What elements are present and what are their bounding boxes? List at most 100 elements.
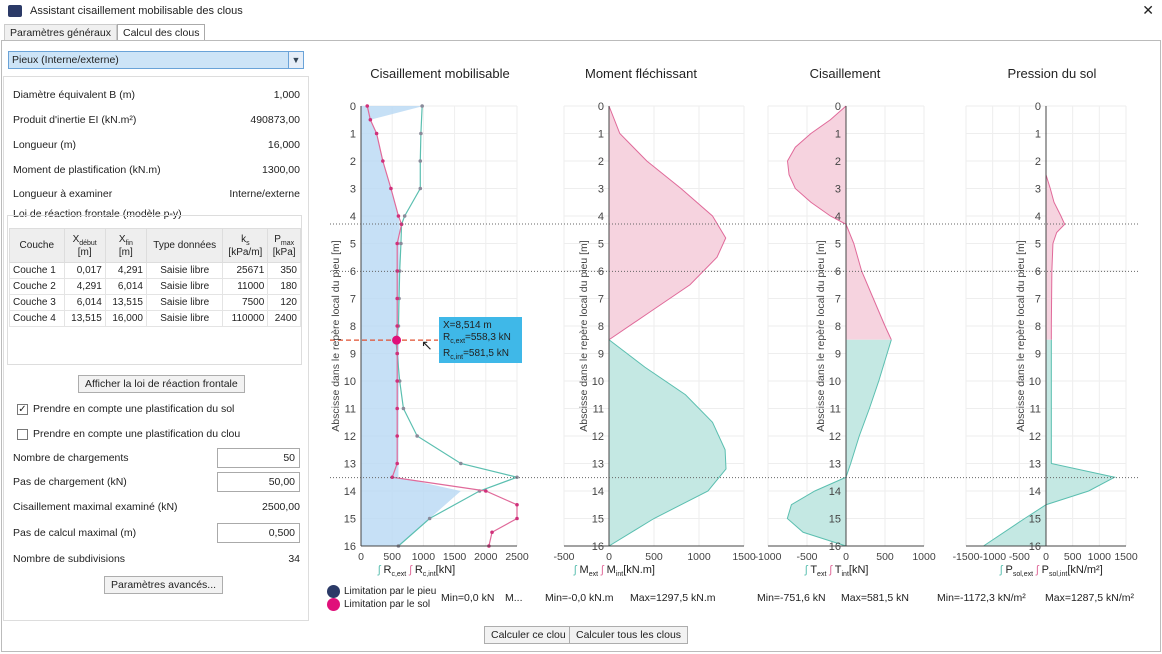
area-Mext (609, 339, 726, 546)
area-Mint (609, 106, 726, 340)
chevron-down-icon[interactable]: ▼ (288, 52, 303, 68)
col-type: Type données (145, 228, 224, 263)
nail-plastification-checkbox[interactable]: Prendre en compte une plastification du … (17, 428, 240, 440)
y-tick-label: 12 (1029, 431, 1041, 443)
advanced-params-button[interactable]: Paramètres avancés... (104, 576, 224, 594)
table-row[interactable]: Couche 4 13,515 16,000 Saisie libre 110000 24… (9, 310, 301, 327)
field-label: Nombre de chargements (13, 452, 129, 464)
data-point (515, 516, 519, 521)
y-tick-label: 6 (350, 266, 356, 278)
y-tick-label: 11 (345, 404, 356, 416)
checkbox-label: Prendre en compte une plastification du … (33, 403, 235, 415)
y-tick-label: 8 (835, 321, 841, 333)
field-input[interactable]: 0,500 (217, 523, 300, 543)
legend-soil-limit: Limitation par le sol (327, 598, 430, 611)
y-tick-label: 3 (835, 184, 841, 196)
tab-calcul-des-clous[interactable]: Calcul des clous (116, 24, 206, 41)
max-value: M... (505, 592, 523, 604)
x-tick-label: 2000 (474, 551, 498, 563)
table-cell[interactable]: Couche 4 (9, 310, 65, 327)
min-value: Min=-751,6 kN (757, 592, 826, 604)
data-point (484, 489, 488, 493)
data-point (397, 379, 402, 383)
x-tick-label: 0 (358, 551, 364, 563)
tab-parametres-generaux[interactable]: Paramètres généraux (4, 24, 117, 41)
close-icon[interactable]: ✕ (1142, 2, 1154, 18)
col-xfin: Xfin [m] (104, 228, 147, 263)
x-tick-label: 0 (843, 551, 849, 563)
data-point (368, 117, 373, 122)
y-tick-label: 11 (1030, 404, 1041, 416)
area-Tint (787, 106, 892, 340)
table-cell[interactable]: 2400 (267, 310, 301, 327)
calculate-all-nails-button[interactable]: Calculer tous les clous (569, 626, 689, 644)
calculate-nail-button[interactable]: Calculer ce clou (484, 626, 573, 644)
y-tick-label: 12 (344, 431, 356, 443)
max-value: Max=581,5 kN (841, 592, 909, 604)
x-tick-label: 500 (645, 551, 663, 563)
field-value: 34 (288, 553, 300, 565)
y-tick-label: 6 (835, 266, 841, 278)
data-point (395, 434, 399, 438)
cursor-icon: ↖ (421, 337, 433, 353)
type-dropdown[interactable]: Pieux (Interne/externe) ▼ (8, 51, 304, 69)
x-tick-label: -1000 (979, 551, 1006, 563)
window-title: Assistant cisaillement mobilisable des c… (30, 5, 243, 17)
x-tick-label: 2500 (505, 551, 529, 563)
soil-plastification-checkbox[interactable]: ✓ Prendre en compte une plastification du… (17, 403, 234, 415)
y-tick-label: 0 (350, 101, 356, 113)
x-tick-label: 1000 (1088, 551, 1112, 563)
data-point (459, 461, 463, 466)
field-input[interactable]: 50,00 (217, 472, 300, 492)
checkbox-checked[interactable]: ✓ (17, 403, 28, 415)
series-ext-icon: ʃ (805, 564, 808, 576)
y-tick-label: 0 (835, 101, 841, 113)
x-tick-label: 1500 (1114, 551, 1138, 563)
y-tick-label: 15 (1029, 514, 1041, 526)
y-tick-label: 8 (350, 321, 356, 333)
table-row[interactable]: Couche 2 4,291 6,014 Saisie libre 11000 180 (9, 278, 301, 295)
selected-point[interactable] (392, 335, 402, 345)
chart-title: Moment fléchissant (585, 66, 697, 81)
chart-legend[interactable]: ʃ Rc,ext ʃ Rc,int[kN] (378, 564, 456, 579)
y-tick-label: 9 (1035, 349, 1041, 361)
y-tick-label: 16 (344, 541, 356, 553)
y-tick-label: 0 (598, 101, 604, 113)
field-label-row: Pas de calcul maximal (m) (13, 527, 300, 539)
x-tick-label: -500 (796, 551, 817, 563)
col-xdebut: Xdébut [m] (63, 228, 106, 263)
data-point (395, 461, 399, 466)
table-cell[interactable]: 110000 (222, 310, 269, 327)
min-value: Min=-0,0 kN.m (545, 592, 614, 604)
data-point (415, 434, 419, 438)
chart-legend[interactable]: ʃ Text ʃ Tint[kN] (805, 564, 869, 579)
series-line-Mext (608, 339, 727, 547)
param-row: Diamètre équivalent B (m) 1,000 (13, 89, 300, 101)
y-tick-label: 5 (835, 239, 841, 251)
y-tick-label: 2 (1035, 156, 1041, 168)
table-cell[interactable]: 350 (267, 262, 301, 279)
data-point (395, 269, 399, 273)
y-tick-label: 1 (598, 129, 604, 141)
field-label: Nombre de subdivisions (13, 553, 126, 565)
y-tick-label: 7 (598, 294, 604, 306)
y-axis-label: Abscisse dans le repère local du pieu [m… (1015, 240, 1027, 432)
field-input[interactable]: 50 (217, 448, 300, 468)
field-label-row: Pas de chargement (kN) (13, 476, 300, 488)
y-tick-label: 1 (835, 129, 841, 141)
table-row[interactable]: Couche 1 0,017 4,291 Saisie libre 25671 350 (9, 262, 301, 279)
y-tick-label: 2 (835, 156, 841, 168)
tooltip: X=8,514 m Rc,ext=558,3 kN Rc,int=581,5 k… (439, 317, 522, 363)
data-point (395, 379, 399, 383)
y-tick-label: 16 (592, 541, 604, 553)
x-tick-label: 1500 (443, 551, 467, 563)
chart-legend[interactable]: ʃ Mext ʃ Mint[kN.m] (574, 564, 655, 579)
table-cell[interactable]: 16,000 (104, 310, 147, 327)
param-value: 1300,00 (262, 164, 300, 176)
chart-legend[interactable]: ʃ Psol,ext ʃ Psol,int[kN/m²] (1000, 564, 1103, 579)
show-reaction-law-button[interactable]: Afficher la loi de réaction frontale (78, 375, 245, 393)
param-label: Moment de plastification (kN.m) (13, 164, 161, 176)
data-point (490, 530, 494, 535)
param-label: Produit d'inertie EI (kN.m²) (13, 114, 137, 126)
checkbox-unchecked[interactable] (17, 428, 28, 440)
